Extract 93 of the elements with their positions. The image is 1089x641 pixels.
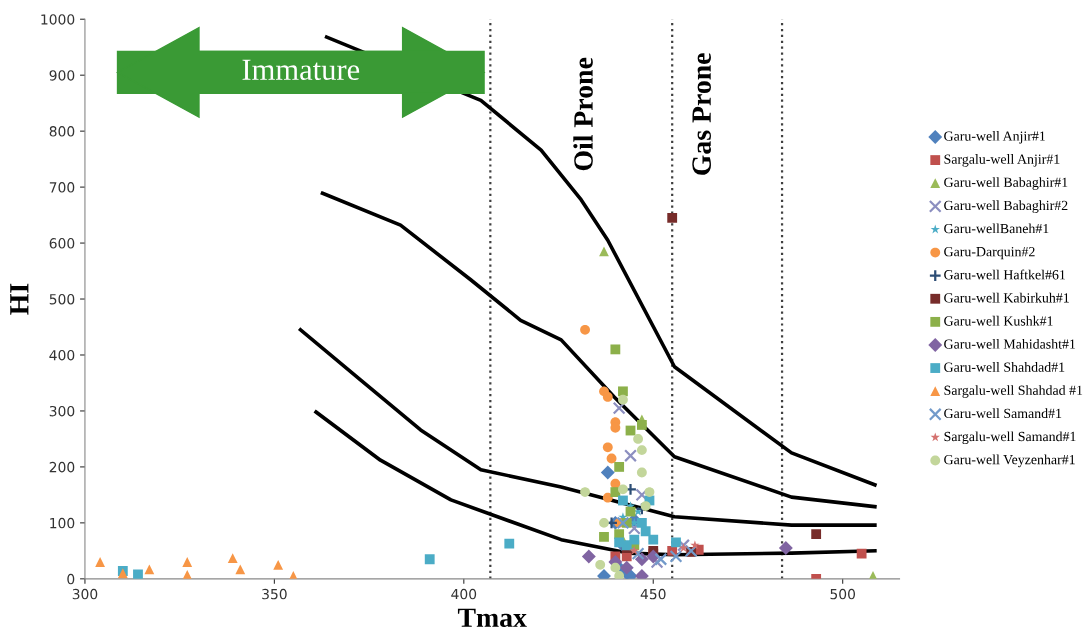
point xyxy=(625,506,636,517)
point xyxy=(633,434,643,444)
y-tick-label: 0 xyxy=(67,573,75,585)
point xyxy=(595,559,606,570)
y-tick-label: 300 xyxy=(49,405,75,417)
point xyxy=(690,540,700,550)
point xyxy=(811,529,822,539)
legend-label: Garu-wellBaneh#1 xyxy=(944,223,1049,234)
point xyxy=(144,564,155,575)
y-axis-title: HI xyxy=(10,283,29,315)
point xyxy=(504,538,515,549)
y-tick-label: 900 xyxy=(49,70,75,81)
point xyxy=(273,559,284,570)
legend-label: Garu-well Anjir#1 xyxy=(944,130,1045,144)
point xyxy=(580,487,590,497)
point xyxy=(678,543,689,553)
y-tick-label: 700 xyxy=(49,182,75,193)
point xyxy=(614,529,625,539)
point xyxy=(618,394,628,405)
point xyxy=(618,484,628,495)
point xyxy=(606,453,617,464)
legend-label: Garu-well Kabirkuh#1 xyxy=(944,292,1069,303)
legend-label: Garu-well Haftkel#61 xyxy=(944,269,1065,280)
legend-label: Garu-well Babaghir#2 xyxy=(944,200,1068,213)
point xyxy=(629,545,639,555)
point xyxy=(235,564,246,575)
point xyxy=(610,562,621,573)
legend-label: Garu-well Veyzenhar#1 xyxy=(944,454,1075,468)
point xyxy=(618,386,628,397)
point xyxy=(614,461,625,472)
y-tick-label: 600 xyxy=(49,238,75,249)
point xyxy=(618,495,628,506)
point xyxy=(644,487,655,497)
legend-label: Garu-well Babaghir#1 xyxy=(944,177,1068,190)
annotation: Immature xyxy=(242,59,360,81)
legend-label: Garu-well Samand#1 xyxy=(944,408,1062,419)
point xyxy=(610,344,621,355)
y-tick-label: 1000 xyxy=(41,14,75,25)
point xyxy=(667,212,678,223)
point xyxy=(636,445,647,456)
point xyxy=(612,401,626,415)
point xyxy=(631,547,645,561)
legend-label: Garu-well Mahidasht#1 xyxy=(944,338,1076,349)
y-tick-label: 800 xyxy=(49,126,75,137)
x-tick-label: 400 xyxy=(451,588,477,600)
y-tick-label: 400 xyxy=(49,349,75,361)
line-series xyxy=(320,191,877,509)
point xyxy=(227,553,238,564)
point xyxy=(856,548,867,559)
point xyxy=(580,324,590,335)
legend-label: Sargalu-well Anjir#1 xyxy=(944,154,1060,167)
point xyxy=(581,549,596,564)
point xyxy=(619,560,634,575)
line-series xyxy=(298,327,877,527)
annotation: Gas Prone xyxy=(692,53,711,175)
y-tick-label: 100 xyxy=(50,517,75,529)
point xyxy=(640,526,651,537)
x-tick-label: 450 xyxy=(640,588,666,600)
point xyxy=(95,557,106,567)
point xyxy=(602,442,613,453)
point xyxy=(654,552,668,566)
point xyxy=(636,467,647,478)
point xyxy=(602,492,613,503)
point xyxy=(616,516,630,530)
x-axis-title: Tmax xyxy=(457,608,527,628)
point xyxy=(600,465,615,480)
point xyxy=(650,555,664,569)
point xyxy=(677,538,691,552)
legend-label: Garu-well Kushk#1 xyxy=(944,315,1053,326)
x-tick-label: 500 xyxy=(830,588,856,600)
point xyxy=(624,449,637,463)
point xyxy=(636,420,647,430)
annotation: Oil Prone xyxy=(573,57,593,171)
point xyxy=(133,569,143,579)
legend-label: Garu-Darquin#2 xyxy=(944,247,1035,260)
point xyxy=(614,571,625,579)
point xyxy=(648,534,659,545)
point xyxy=(182,557,193,567)
point xyxy=(778,541,793,555)
point xyxy=(599,531,609,542)
legend-label: Sargalu-well Samand#1 xyxy=(944,431,1076,445)
point xyxy=(671,537,681,548)
legend-label: Garu-well Shahdad#1 xyxy=(944,362,1065,372)
y-tick-label: 500 xyxy=(49,294,75,305)
point xyxy=(602,392,613,402)
point xyxy=(424,554,435,565)
x-tick-label: 350 xyxy=(262,588,287,600)
point xyxy=(640,501,651,511)
legend-label: Sargalu-well Shahdad #1 xyxy=(944,385,1083,398)
y-tick-label: 200 xyxy=(49,461,75,473)
point xyxy=(669,549,683,563)
x-tick-label: 300 xyxy=(72,588,98,600)
point xyxy=(599,517,609,528)
